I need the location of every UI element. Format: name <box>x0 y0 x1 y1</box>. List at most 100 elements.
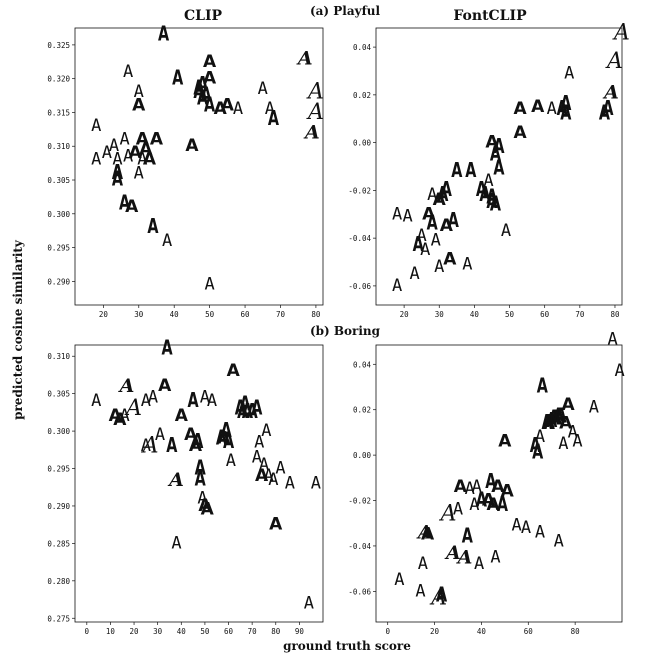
scatter-point: A <box>112 162 124 185</box>
x-tick-label: 60 <box>241 310 251 319</box>
x-tick-label: 20 <box>400 310 410 319</box>
scatter-point: A <box>193 77 205 100</box>
scatter-point: A <box>413 234 425 257</box>
x-tick-label: 80 <box>271 627 281 636</box>
scatter-point: A <box>392 204 402 224</box>
scatter-point: A <box>91 150 101 170</box>
x-tick-label: 50 <box>200 627 210 636</box>
scatter-point: A <box>521 518 531 538</box>
x-tick-label: 40 <box>170 310 180 319</box>
scatter-point: A <box>548 407 560 430</box>
scatter-point: A <box>441 179 453 202</box>
y-tick-label: 0.280 <box>47 577 70 586</box>
x-tick-label: 0 <box>385 627 390 636</box>
scatter-point: A <box>296 47 313 69</box>
scatter-point: A <box>158 376 172 396</box>
x-tick-label: 40 <box>177 627 187 636</box>
scatter-point: A <box>556 405 568 428</box>
y-tick-label: 0.04 <box>353 360 372 369</box>
scatter-point: A <box>285 474 295 494</box>
x-tick-label: 40 <box>477 627 487 636</box>
scatter-point: A <box>197 74 209 97</box>
scatter-point: A <box>203 52 217 72</box>
y-tick-label: 0.305 <box>47 176 70 185</box>
y-axis-label: predicted cosine similarity <box>11 239 25 420</box>
x-tick-label: 30 <box>435 310 445 319</box>
scatter-point: A <box>204 94 216 117</box>
x-tick-label: 50 <box>505 310 515 319</box>
scatter-point: A <box>462 254 472 274</box>
scatter-point: A <box>155 425 165 445</box>
scatter-point: A <box>493 157 505 180</box>
scatter-point: A <box>311 474 321 494</box>
scatter-point: A <box>547 99 557 119</box>
scatter-point: A <box>615 361 625 381</box>
scatter-point: A <box>541 412 553 435</box>
scatter-panel-boring-clip: 0 10 20 30 40 50 60 70 80 90 0.275 0.280 0.285 0.290 0… <box>47 337 324 636</box>
scatter-point: A <box>239 393 251 416</box>
column-title-clip: CLIP <box>184 8 223 24</box>
scatter-point: A <box>429 586 447 611</box>
scatter-point: A <box>91 391 101 411</box>
scatter-point: A <box>454 477 468 497</box>
scatter-point: A <box>558 434 568 454</box>
scatter-point: A <box>531 97 545 117</box>
scatter-point: A <box>216 427 228 450</box>
scatter-point: A <box>193 81 205 104</box>
scatter-point: A <box>102 143 112 163</box>
scatter-point: A <box>147 216 159 239</box>
column-title-fontclip: FontCLIP <box>453 8 527 24</box>
scatter-point: A <box>443 250 457 270</box>
scatter-point: A <box>150 129 164 149</box>
y-tick-label: 0.00 <box>353 139 372 148</box>
y-tick-label: 0.275 <box>47 614 70 623</box>
scatter-point: A <box>188 390 200 413</box>
scatter-point: A <box>118 375 135 397</box>
scatter-point: A <box>485 471 497 494</box>
x-tick-label: 70 <box>575 310 585 319</box>
scatter-point: A <box>444 542 461 564</box>
scatter-point: A <box>465 479 475 499</box>
scatter-point: A <box>258 79 268 99</box>
scatter-point: A <box>403 207 413 227</box>
scatter-point: A <box>166 435 178 458</box>
scatter-point: A <box>451 160 463 183</box>
scatter-point: A <box>417 226 427 246</box>
scatter-point: A <box>469 495 479 515</box>
scatter-point: A <box>197 87 209 110</box>
scatter-point: A <box>197 488 207 508</box>
y-tick-label: 0.290 <box>47 277 70 286</box>
scatter-point: A <box>418 554 428 574</box>
y-tick-label: 0.290 <box>47 502 70 511</box>
scatter-point: A <box>490 547 500 567</box>
row-title-boring: (b) Boring <box>310 324 381 338</box>
scatter-point: A <box>303 122 320 144</box>
scatter-point: A <box>562 395 576 415</box>
scatter-point: A <box>171 533 181 553</box>
scatter-point: A <box>184 425 198 445</box>
y-tick-label: 0.325 <box>47 41 70 50</box>
scatter-point: A <box>465 160 477 183</box>
y-tick-label: 0.310 <box>47 142 70 151</box>
scatter-point: A <box>602 98 614 121</box>
x-tick-label: 60 <box>524 627 534 636</box>
scatter-point: A <box>205 275 215 295</box>
scatter-point: A <box>112 169 124 192</box>
scatter-point: A <box>535 522 545 542</box>
x-tick-label: 80 <box>311 310 321 319</box>
scatter-point: A <box>201 84 213 107</box>
scatter-point: A <box>129 143 143 163</box>
scatter-point: A <box>420 240 430 260</box>
scatter-point: A <box>91 116 101 136</box>
scatter-panel-playful-clip: 20 30 40 50 60 70 80 0.290 0.295 0.300 0.305 0.310 0… <box>47 23 323 319</box>
x-tick-label: 80 <box>610 310 620 319</box>
scatter-point: A <box>589 397 599 417</box>
scatter-point: A <box>602 81 619 103</box>
scatter-point: A <box>306 100 324 125</box>
y-tick-label: 0.295 <box>47 465 70 474</box>
scatter-point: A <box>486 186 498 209</box>
scatter-point: A <box>268 108 280 131</box>
scatter-point: A <box>143 150 157 170</box>
scatter-point: A <box>227 361 241 381</box>
scatter-point: A <box>134 163 144 183</box>
